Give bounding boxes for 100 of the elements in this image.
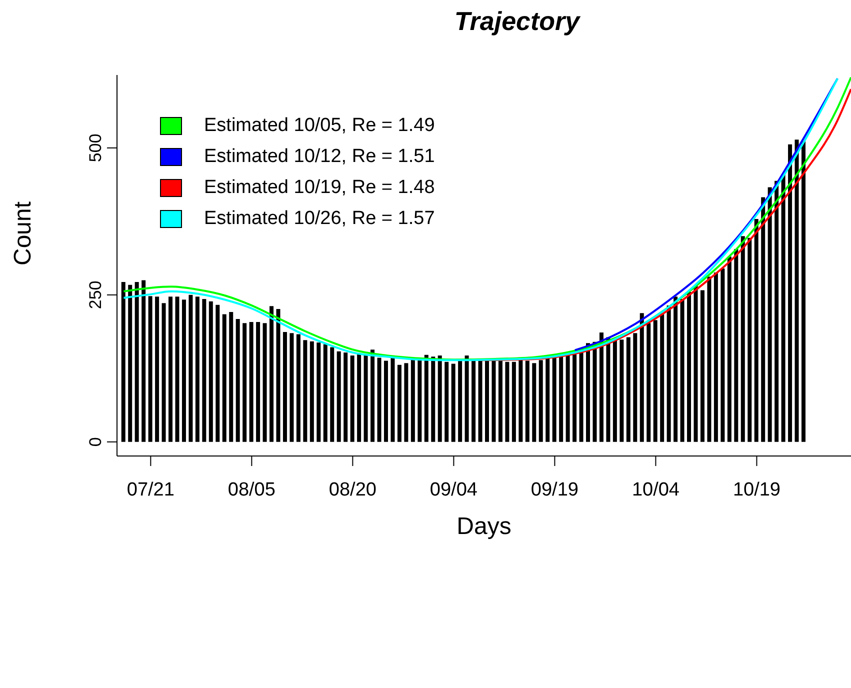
bar bbox=[788, 144, 792, 442]
y-tick-label: 250 bbox=[86, 280, 105, 310]
bar bbox=[801, 140, 806, 442]
bar bbox=[142, 280, 146, 442]
bar bbox=[336, 351, 341, 442]
bar bbox=[222, 314, 226, 442]
bar bbox=[410, 360, 415, 442]
legend-label: Estimated 10/12, Re = 1.51 bbox=[204, 146, 435, 168]
bar bbox=[599, 332, 604, 442]
bar bbox=[175, 296, 180, 442]
x-tick-label: 08/05 bbox=[228, 479, 276, 500]
bar bbox=[674, 296, 678, 442]
bar bbox=[128, 284, 132, 442]
bar bbox=[492, 360, 496, 442]
line-series bbox=[574, 78, 839, 352]
bar bbox=[270, 306, 274, 442]
bar bbox=[182, 300, 186, 442]
bar bbox=[646, 323, 651, 442]
y-tick-label: 0 bbox=[86, 437, 105, 447]
bar bbox=[390, 358, 395, 442]
bar bbox=[296, 334, 300, 442]
bar bbox=[195, 296, 200, 442]
bar bbox=[323, 344, 328, 442]
bar bbox=[262, 323, 267, 442]
bar bbox=[216, 304, 220, 442]
bar bbox=[249, 322, 254, 442]
bar bbox=[404, 363, 408, 442]
bar bbox=[168, 296, 173, 442]
bar bbox=[781, 174, 786, 442]
bar bbox=[303, 340, 308, 442]
bar bbox=[794, 140, 799, 442]
bar bbox=[384, 360, 388, 442]
bar bbox=[727, 256, 732, 442]
legend-label: Estimated 10/26, Re = 1.57 bbox=[204, 208, 435, 230]
bar bbox=[458, 360, 462, 442]
bar bbox=[761, 197, 766, 442]
x-tick-label: 10/19 bbox=[732, 479, 780, 500]
bar bbox=[592, 342, 597, 442]
bar bbox=[357, 353, 362, 442]
bar bbox=[512, 362, 516, 442]
bar bbox=[700, 290, 704, 442]
y-tick-label: 500 bbox=[86, 134, 105, 162]
bar bbox=[586, 343, 590, 442]
bar bbox=[188, 294, 193, 442]
bar bbox=[472, 360, 476, 442]
bar bbox=[364, 354, 368, 442]
chart-title: Trajectory bbox=[453, 6, 582, 37]
x-tick-label: 08/20 bbox=[328, 479, 376, 500]
bar bbox=[498, 360, 502, 442]
bar bbox=[612, 340, 617, 442]
bar bbox=[236, 319, 240, 442]
bar bbox=[208, 301, 213, 442]
bar bbox=[694, 285, 698, 442]
bar bbox=[774, 180, 779, 442]
bar bbox=[666, 305, 671, 442]
bar bbox=[532, 363, 536, 442]
bar bbox=[202, 299, 206, 442]
bar bbox=[162, 303, 166, 442]
bar bbox=[687, 292, 692, 442]
bar bbox=[620, 340, 624, 442]
bar bbox=[256, 322, 260, 442]
bar bbox=[538, 360, 543, 442]
bar bbox=[633, 333, 638, 442]
legend-label: Estimated 10/19, Re = 1.48 bbox=[204, 176, 435, 198]
bar bbox=[276, 309, 280, 442]
bar bbox=[660, 313, 664, 442]
bar bbox=[370, 350, 375, 442]
x-axis-title: Days bbox=[456, 513, 512, 540]
bar bbox=[518, 360, 523, 442]
bar bbox=[768, 187, 772, 442]
bar bbox=[714, 272, 718, 442]
bar bbox=[134, 282, 139, 442]
x-tick-label: 09/04 bbox=[430, 479, 478, 500]
bar bbox=[572, 354, 577, 442]
bar bbox=[653, 320, 658, 442]
x-tick-label: 07/21 bbox=[126, 479, 174, 500]
bar bbox=[754, 219, 758, 442]
bar bbox=[505, 362, 510, 442]
bar bbox=[310, 341, 314, 442]
bar bbox=[606, 337, 610, 442]
bar bbox=[155, 296, 160, 442]
bar bbox=[431, 356, 436, 442]
bar bbox=[680, 299, 684, 442]
bar bbox=[720, 268, 725, 442]
bar bbox=[290, 333, 294, 442]
bar bbox=[748, 238, 752, 442]
y-axis-title: Count bbox=[10, 201, 37, 266]
bar bbox=[424, 354, 428, 442]
bar bbox=[444, 362, 449, 442]
bar bbox=[640, 313, 644, 442]
bar bbox=[418, 360, 422, 442]
bar bbox=[734, 249, 738, 442]
bar bbox=[478, 360, 482, 442]
bar bbox=[485, 360, 489, 442]
bar bbox=[546, 358, 550, 442]
bar bbox=[229, 312, 234, 442]
bar bbox=[438, 355, 442, 442]
legend-label: Estimated 10/05, Re = 1.49 bbox=[204, 114, 435, 136]
bar bbox=[282, 332, 287, 442]
bar bbox=[330, 347, 334, 442]
